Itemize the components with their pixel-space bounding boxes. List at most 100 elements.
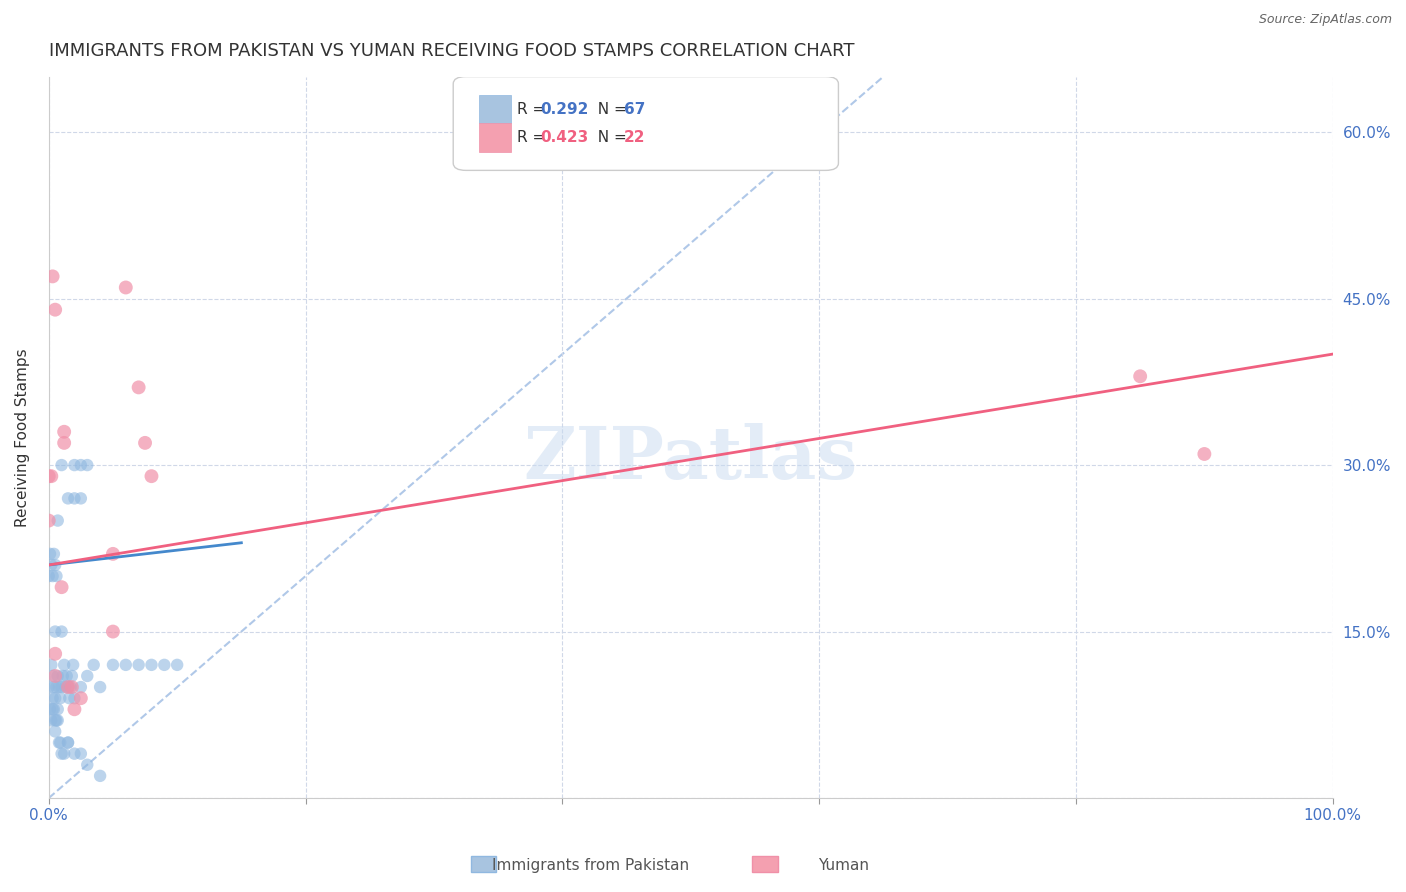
Point <box>38 469 60 483</box>
Point <box>44 302 66 317</box>
Point <box>63 458 86 472</box>
Point <box>39 714 62 728</box>
Point <box>1194 447 1216 461</box>
Point <box>44 624 66 639</box>
Text: 0.423: 0.423 <box>540 130 589 145</box>
Point <box>42 547 65 561</box>
Point <box>56 735 79 749</box>
Point <box>45 569 67 583</box>
Point <box>41 691 63 706</box>
Bar <box>479 95 510 123</box>
Point <box>153 657 176 672</box>
Point <box>55 669 77 683</box>
Text: 22: 22 <box>624 130 645 145</box>
Point <box>101 624 124 639</box>
Point <box>166 657 188 672</box>
Point <box>41 569 63 583</box>
Text: R =: R = <box>517 130 551 145</box>
FancyBboxPatch shape <box>453 77 838 170</box>
Point <box>46 702 69 716</box>
Point <box>51 458 73 472</box>
Point <box>41 669 63 683</box>
Point <box>51 680 73 694</box>
Point <box>39 702 62 716</box>
Point <box>70 458 93 472</box>
Point <box>63 491 86 506</box>
Point <box>46 514 69 528</box>
Point <box>45 714 67 728</box>
Text: ZIPatlas: ZIPatlas <box>523 424 858 494</box>
Point <box>38 569 60 583</box>
Point <box>56 491 79 506</box>
Point <box>70 691 93 706</box>
Text: N =: N = <box>588 130 631 145</box>
Point <box>48 735 70 749</box>
Point <box>101 547 124 561</box>
Point <box>89 680 111 694</box>
Point <box>141 657 163 672</box>
Point <box>53 436 76 450</box>
Point <box>114 657 136 672</box>
Bar <box>471 856 496 872</box>
Point <box>44 558 66 572</box>
Text: Yuman: Yuman <box>818 858 869 872</box>
Point <box>56 680 79 694</box>
Point <box>63 691 86 706</box>
Point <box>76 669 98 683</box>
Point <box>56 680 79 694</box>
Point <box>49 735 72 749</box>
Point <box>49 691 72 706</box>
Point <box>63 747 86 761</box>
Point <box>39 469 62 483</box>
Text: R =: R = <box>517 102 551 117</box>
Point <box>70 747 93 761</box>
Point <box>38 680 60 694</box>
Point <box>52 669 75 683</box>
Point <box>38 514 60 528</box>
Point <box>44 691 66 706</box>
Point <box>63 702 86 716</box>
Point <box>62 657 84 672</box>
Point <box>39 558 62 572</box>
Text: 67: 67 <box>624 102 645 117</box>
Point <box>101 657 124 672</box>
Point <box>41 702 63 716</box>
Text: Immigrants from Pakistan: Immigrants from Pakistan <box>492 858 689 872</box>
Point <box>44 724 66 739</box>
Point <box>41 269 63 284</box>
Point <box>114 280 136 294</box>
Point <box>89 769 111 783</box>
Text: Source: ZipAtlas.com: Source: ZipAtlas.com <box>1258 13 1392 27</box>
Point <box>76 458 98 472</box>
Point <box>51 747 73 761</box>
Point <box>46 669 69 683</box>
Point <box>58 691 80 706</box>
Point <box>44 714 66 728</box>
Point <box>141 469 163 483</box>
Y-axis label: Receiving Food Stamps: Receiving Food Stamps <box>15 348 30 526</box>
Point <box>55 680 77 694</box>
Point <box>39 547 62 561</box>
Point <box>56 735 79 749</box>
Point <box>51 624 73 639</box>
Text: N =: N = <box>588 102 631 117</box>
Point <box>83 657 105 672</box>
Point <box>134 436 156 450</box>
Point <box>53 747 76 761</box>
Point <box>45 680 67 694</box>
Point <box>60 669 83 683</box>
Point <box>128 380 150 394</box>
Point <box>39 657 62 672</box>
Point <box>42 702 65 716</box>
Text: IMMIGRANTS FROM PAKISTAN VS YUMAN RECEIVING FOOD STAMPS CORRELATION CHART: IMMIGRANTS FROM PAKISTAN VS YUMAN RECEIV… <box>49 42 855 60</box>
Point <box>76 757 98 772</box>
Point <box>44 669 66 683</box>
Point <box>42 680 65 694</box>
Text: 0.292: 0.292 <box>540 102 589 117</box>
Point <box>70 680 93 694</box>
Point <box>48 680 70 694</box>
Point <box>51 580 73 594</box>
Bar <box>752 856 778 872</box>
Point <box>44 647 66 661</box>
Point <box>53 425 76 439</box>
